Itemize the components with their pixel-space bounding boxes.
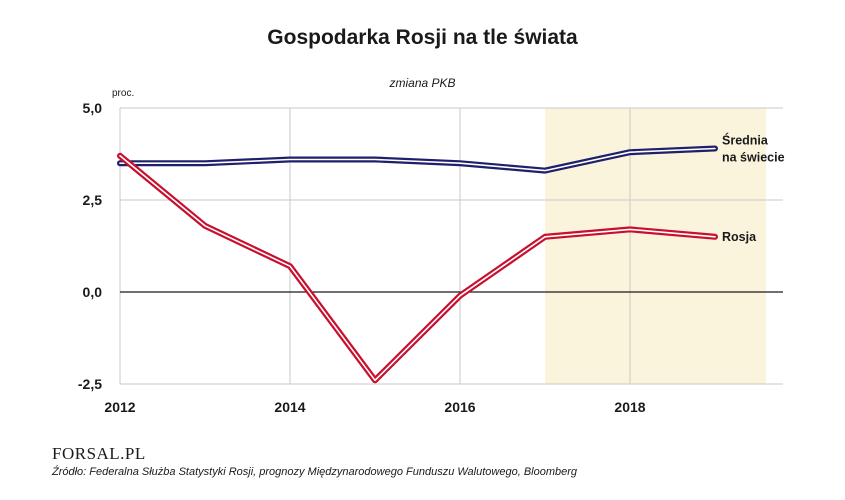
series-line-world-inner xyxy=(119,147,716,172)
chart-subtitle: zmiana PKB xyxy=(389,76,456,90)
series-labels-group: Średnia na świecie Rosja xyxy=(722,132,785,243)
series-label: Średnia xyxy=(722,132,769,147)
series-label: na świecie xyxy=(722,150,785,164)
y-tick-label: 0,0 xyxy=(83,284,103,300)
x-tick-label: 2018 xyxy=(614,399,645,415)
y-tick-label: 2,5 xyxy=(83,192,103,208)
x-tick-label: 2014 xyxy=(274,399,305,415)
forsal-logo: FORSAL.PL xyxy=(52,444,146,463)
series-group xyxy=(117,145,718,384)
source-note: Źródło: Federalna Służba Statystyki Rosj… xyxy=(52,466,578,478)
x-tick-label: 2016 xyxy=(444,399,475,415)
y-tick-label: -2,5 xyxy=(78,376,102,392)
x-tick-label: 2012 xyxy=(104,399,135,415)
y-tick-label: 5,0 xyxy=(83,100,103,116)
chart-title: Gospodarka Rosji na tle świata xyxy=(267,26,578,49)
series-label: Rosja xyxy=(722,230,757,244)
y-axis-unit: proc. xyxy=(112,88,135,99)
series-line-russia-inner xyxy=(119,155,716,382)
